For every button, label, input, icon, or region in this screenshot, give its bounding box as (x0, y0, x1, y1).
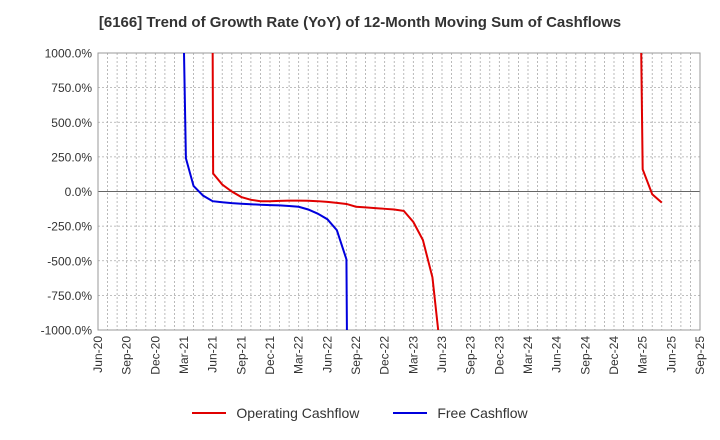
x-tick-label: Jun-21 (206, 336, 220, 373)
legend: Operating Cashflow Free Cashflow (0, 405, 720, 421)
chart-title: [6166] Trend of Growth Rate (YoY) of 12-… (98, 14, 622, 31)
plot-frame (97, 52, 701, 331)
y-tick-label: -750.0% (47, 289, 92, 303)
y-tick-label: 750.0% (51, 81, 92, 95)
legend-item-free: Free Cashflow (393, 405, 528, 421)
y-tick-label: 0.0% (65, 185, 93, 199)
x-tick-label: Dec-24 (607, 336, 621, 375)
x-tick-label: Jun-23 (435, 336, 449, 373)
series-line-operating-cashflow (640, 53, 663, 204)
y-tick-label: 500.0% (51, 116, 92, 130)
y-tick-label: -1000.0% (41, 324, 93, 338)
series-line-operating-cashflow (211, 53, 440, 330)
legend-label-free: Free Cashflow (437, 405, 528, 421)
x-tick-label: Sep-21 (234, 336, 248, 375)
y-tick-label: -500.0% (47, 254, 92, 268)
legend-label-operating: Operating Cashflow (236, 405, 360, 421)
x-tick-label: Jun-25 (664, 336, 678, 373)
x-tick-label: Dec-21 (263, 336, 277, 375)
x-tick-label: Mar-22 (292, 336, 306, 374)
x-tick-label: Dec-22 (378, 336, 392, 375)
legend-swatch-free (393, 412, 428, 414)
series-line-free-cashflow (183, 53, 348, 330)
x-tick-label: Sep-25 (693, 336, 707, 375)
x-tick-label: Mar-24 (521, 336, 535, 374)
x-tick-label: Mar-21 (177, 336, 191, 374)
x-tick-label: Jun-24 (550, 336, 564, 373)
x-tick-label: Dec-23 (492, 336, 506, 375)
legend-swatch-operating (192, 412, 227, 414)
x-tick-label: Dec-20 (148, 336, 162, 375)
x-tick-label: Jun-22 (320, 336, 334, 373)
y-tick-label: -250.0% (47, 220, 92, 234)
x-tick-label: Sep-24 (578, 336, 592, 375)
x-tick-label: Mar-23 (406, 336, 420, 374)
y-tick-label: 250.0% (51, 150, 92, 164)
x-tick-label: Sep-20 (120, 336, 134, 375)
legend-item-operating: Operating Cashflow (192, 405, 359, 421)
x-tick-label: Mar-25 (636, 336, 650, 374)
x-tick-label: Jun-20 (91, 336, 105, 373)
x-tick-label: Sep-23 (464, 336, 478, 375)
x-tick-label: Sep-22 (349, 336, 363, 375)
y-tick-label: 1000.0% (45, 47, 93, 61)
